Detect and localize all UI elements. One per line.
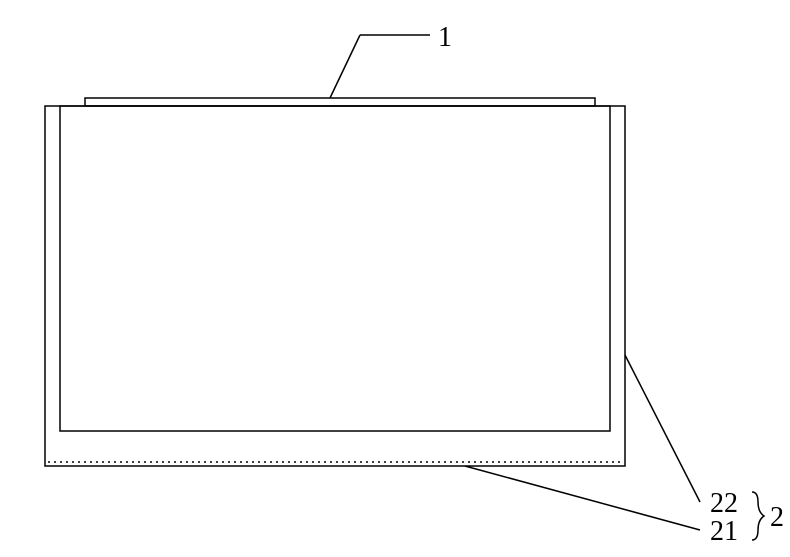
leader-line-22	[625, 355, 700, 502]
label-1: 1	[438, 22, 452, 54]
outer-rectangle	[45, 106, 625, 466]
label-2: 2	[770, 502, 784, 534]
technical-diagram: 1 22 21 2	[0, 0, 790, 557]
label-21: 21	[710, 516, 738, 548]
brace-icon	[752, 492, 764, 540]
leader-line-1-angle	[330, 35, 360, 98]
diagram-svg	[0, 0, 790, 557]
inner-rectangle	[60, 106, 610, 431]
leader-line-21	[465, 466, 700, 530]
top-bar	[85, 98, 595, 106]
